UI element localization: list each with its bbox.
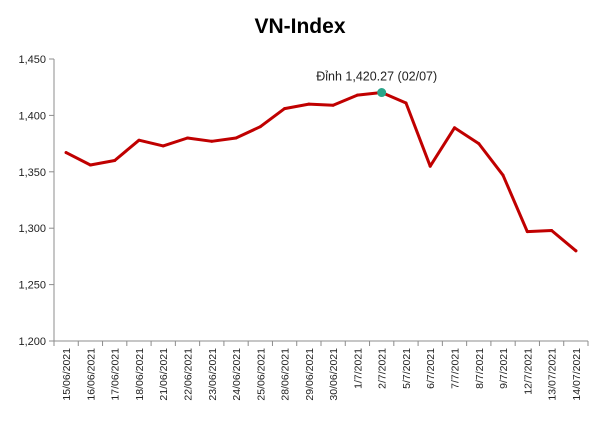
- x-tick-label: 8/7/2021: [474, 348, 486, 389]
- data-point: [283, 107, 287, 111]
- data-point: [404, 101, 408, 105]
- y-tick-label: 1,200: [18, 336, 46, 348]
- y-tick-label: 1,350: [18, 167, 46, 179]
- x-tick-label: 25/06/2021: [255, 348, 267, 401]
- x-tick-label: 14/07/2021: [571, 348, 583, 401]
- y-tick-label: 1,300: [18, 223, 46, 235]
- data-point: [186, 136, 189, 140]
- data-point: [525, 230, 529, 234]
- x-tick-label: 7/7/2021: [450, 348, 462, 389]
- data-point: [331, 103, 335, 107]
- x-tick-label: 28/06/2021: [280, 348, 292, 401]
- x-tick-label: 18/06/2021: [134, 348, 146, 401]
- x-tick-label: 9/7/2021: [498, 348, 510, 389]
- data-point: [355, 93, 359, 97]
- data-point: [307, 102, 311, 106]
- x-tick-label: 12/7/2021: [522, 348, 534, 395]
- peak-annotation: Đỉnh 1,420.27 (02/07): [316, 70, 437, 84]
- data-point: [550, 229, 554, 232]
- x-tick-label: 30/06/2021: [328, 348, 340, 401]
- data-point: [88, 163, 92, 167]
- y-tick-label: 1,400: [18, 110, 46, 122]
- data-point: [64, 151, 68, 155]
- data-point: [137, 138, 141, 142]
- x-tick-label: 5/7/2021: [401, 348, 413, 389]
- x-tick-label: 1/7/2021: [352, 348, 364, 389]
- x-tick-label: 13/07/2021: [547, 348, 559, 401]
- data-point: [161, 144, 165, 148]
- x-tick-label: 21/06/2021: [158, 348, 170, 401]
- data-point: [234, 136, 238, 140]
- x-tick-label: 23/06/2021: [207, 348, 219, 401]
- x-tick-label: 29/06/2021: [304, 348, 316, 401]
- x-tick-label: 15/06/2021: [61, 348, 73, 401]
- x-tick-label: 6/7/2021: [425, 348, 437, 389]
- chart-title: VN-Index: [254, 15, 345, 38]
- y-tick-label: 1,450: [18, 54, 46, 66]
- series-line-vn-index: [64, 91, 578, 253]
- x-tick-label: 16/06/2021: [85, 348, 97, 401]
- y-tick-label: 1,250: [18, 280, 46, 292]
- data-point: [477, 142, 481, 146]
- x-tick-label: 17/06/2021: [110, 348, 122, 401]
- x-tick-label: 22/06/2021: [183, 348, 195, 401]
- data-point: [574, 249, 578, 253]
- data-point: [258, 125, 262, 129]
- x-tick-label: 2/7/2021: [377, 348, 389, 389]
- data-point: [453, 126, 456, 130]
- x-tick-label: 24/06/2021: [231, 348, 243, 401]
- data-point: [501, 173, 505, 177]
- data-point: [113, 159, 117, 162]
- data-point: [428, 164, 432, 168]
- data-point: [210, 139, 214, 143]
- peak-marker: [377, 88, 387, 98]
